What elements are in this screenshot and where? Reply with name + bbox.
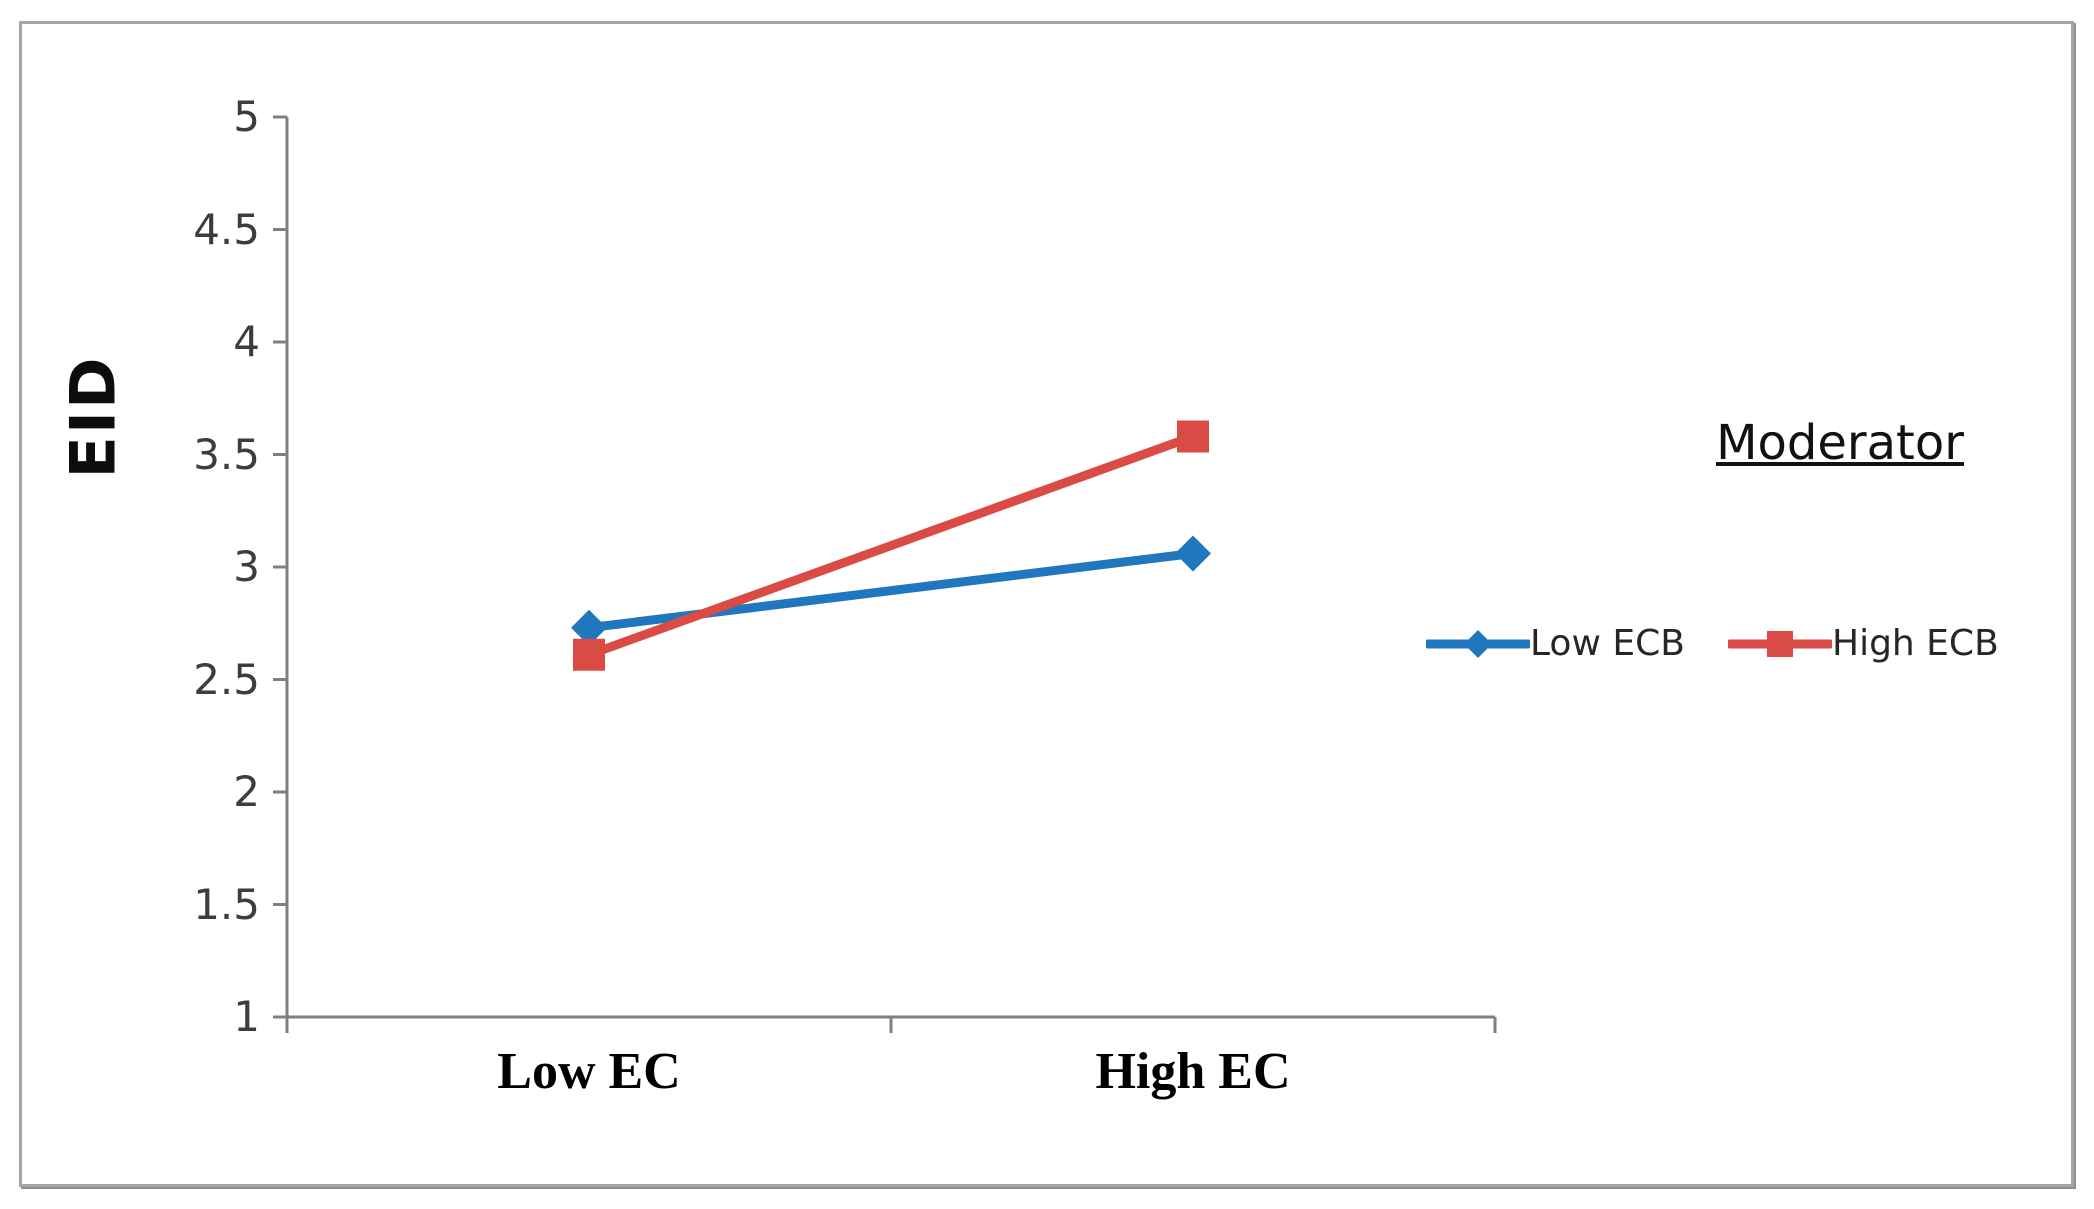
legend-item-low-ecb: Low ECB	[1423, 622, 1685, 666]
low-ecb-line-diamond-icon	[1423, 622, 1533, 666]
series-line-high-ecb	[584, 432, 1198, 660]
legend-label-high-ecb: High ECB	[1832, 623, 1999, 664]
data-point-high-ecb-0	[573, 638, 605, 671]
legend-item-high-ecb: High ECB	[1725, 622, 1999, 666]
y-tick-label: 4	[233, 317, 260, 366]
y-tick-label: 3	[233, 542, 260, 591]
high-ecb-line-square-icon	[1725, 622, 1835, 666]
legend-key-marker	[1767, 631, 1793, 657]
legend-title: Moderator	[1716, 415, 1964, 471]
y-tick-label: 1	[233, 992, 260, 1041]
y-axis-title: EID	[56, 355, 130, 479]
y-tick-label: 4.5	[193, 204, 260, 254]
legend-key-marker	[1464, 630, 1492, 658]
chart-border-frame	[19, 21, 2074, 1187]
legend-label-low-ecb: Low ECB	[1530, 623, 1685, 664]
legend-key-square	[1725, 631, 1835, 657]
y-tick-label: 2.5	[193, 654, 260, 704]
y-tick-label: 1.5	[193, 879, 260, 929]
data-point-low-ecb-0	[571, 609, 607, 646]
y-tick-label: 5	[233, 92, 260, 141]
y-tick-label: 3.5	[193, 429, 260, 479]
x-category-label-low-ec: Low EC	[497, 1043, 681, 1100]
data-point-low-ecb-1	[1175, 535, 1211, 572]
y-tick-label: 2	[233, 767, 260, 816]
series-line-low-ecb	[584, 549, 1198, 633]
legend-key-diamond	[1423, 630, 1533, 658]
x-category-label-high-ec: High EC	[1095, 1043, 1291, 1100]
data-point-high-ecb-1	[1177, 420, 1209, 453]
